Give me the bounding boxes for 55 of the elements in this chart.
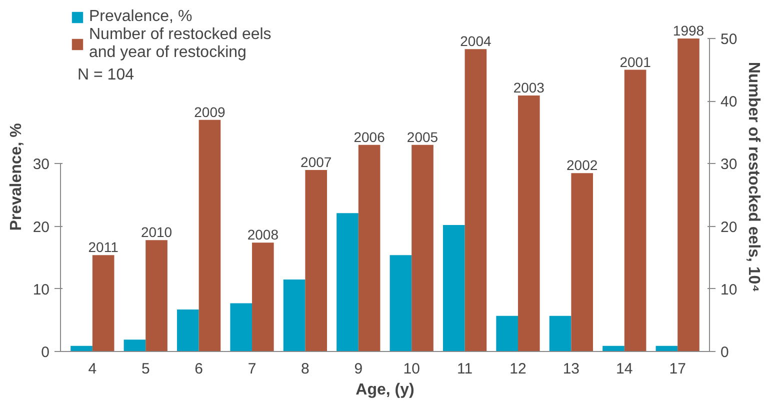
annotation: 2009 bbox=[194, 104, 226, 120]
y-tick-label: 20 bbox=[32, 218, 50, 236]
y-tick-label: 0 bbox=[41, 344, 50, 361]
legend-label: Number of restocked eels and year of restocking bbox=[89, 26, 272, 62]
y2-tick-label: 20 bbox=[720, 218, 738, 236]
y2-tick-label: 10 bbox=[720, 281, 738, 298]
x-tick-label: 7 bbox=[248, 360, 256, 378]
y-axis-title: Prevalence, % bbox=[8, 123, 25, 231]
bar bbox=[518, 95, 540, 352]
x-tick-label: 14 bbox=[616, 360, 633, 378]
x-tick-label: 17 bbox=[669, 360, 686, 378]
annotation: 2007 bbox=[300, 154, 332, 170]
annotation: 2001 bbox=[620, 54, 652, 70]
x-tick-label: 10 bbox=[403, 360, 420, 378]
y2-axis-title: Number of restocked eels, 10⁴ bbox=[745, 62, 762, 292]
x-tick-label: 8 bbox=[301, 360, 310, 378]
annotation: 2011 bbox=[88, 239, 119, 256]
bar bbox=[571, 173, 593, 352]
x-tick-label: 11 bbox=[457, 360, 473, 378]
annotation: N = 104 bbox=[78, 66, 134, 84]
bar bbox=[124, 340, 146, 352]
bar bbox=[146, 240, 168, 352]
bar bbox=[412, 144, 434, 352]
legend-label: Prevalence, % bbox=[89, 8, 192, 26]
bar bbox=[92, 255, 114, 352]
annotation: 1998 bbox=[672, 22, 704, 38]
bar bbox=[305, 170, 328, 352]
bar bbox=[678, 38, 700, 352]
annotation: 2010 bbox=[140, 224, 172, 240]
bar bbox=[464, 49, 487, 352]
x-tick-label: 5 bbox=[141, 360, 150, 378]
y2-tick-label: 0 bbox=[720, 344, 729, 361]
x-tick-label: 6 bbox=[194, 360, 203, 378]
bar bbox=[549, 316, 572, 352]
x-axis-title: Age, (y) bbox=[356, 382, 414, 398]
y2-tick-label: 30 bbox=[720, 156, 738, 174]
annotation: 2004 bbox=[460, 33, 492, 50]
annotation: 2005 bbox=[406, 128, 438, 145]
y-tick-label: 10 bbox=[32, 281, 50, 298]
bar bbox=[624, 70, 646, 352]
y-tick-label: 30 bbox=[32, 156, 50, 174]
bar bbox=[177, 310, 199, 352]
annotation: 2002 bbox=[566, 157, 598, 174]
y2-tick-label: 50 bbox=[720, 31, 738, 48]
x-tick-label: 9 bbox=[354, 360, 363, 378]
bar bbox=[198, 120, 221, 352]
bar bbox=[252, 242, 274, 352]
x-tick-label: 12 bbox=[510, 360, 526, 378]
x-tick-label: 4 bbox=[88, 360, 97, 378]
annotation: 2003 bbox=[513, 79, 545, 96]
y2-tick-label: 40 bbox=[720, 94, 738, 111]
bar bbox=[496, 316, 518, 352]
annotation: 2008 bbox=[247, 226, 279, 243]
x-tick-label: 13 bbox=[562, 360, 580, 378]
annotation: 2006 bbox=[354, 128, 386, 145]
